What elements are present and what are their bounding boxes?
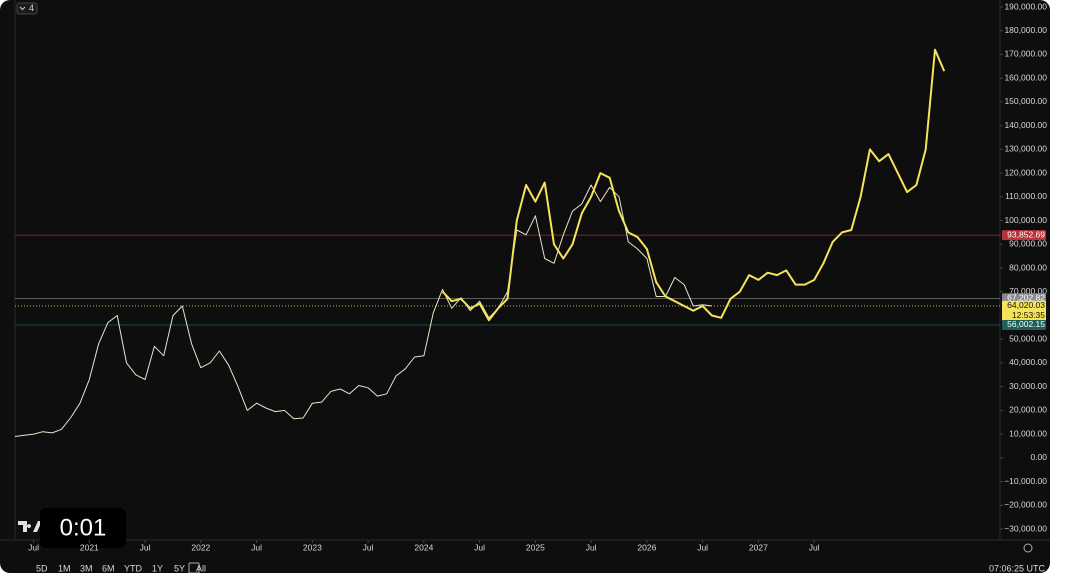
chevron (19, 6, 26, 11)
range-button[interactable]: YTD (124, 563, 143, 573)
y-tick-label: −10,000.00 (1004, 476, 1047, 486)
y-tick-label: −20,000.00 (1004, 500, 1047, 510)
x-tick-label: Jul (697, 542, 708, 552)
price-badge-label: 93,852.69 (1007, 229, 1045, 239)
calendar-icon[interactable] (188, 562, 200, 573)
x-tick-label: 2026 (637, 542, 656, 552)
x-tick-label: Jul (809, 542, 820, 552)
y-tick-label: 170,000.00 (1004, 49, 1047, 59)
price-badge (1002, 319, 1046, 330)
x-tick-label: 2023 (303, 542, 322, 552)
y-tick-label: 120,000.00 (1004, 167, 1047, 177)
countdown: 12:53:35 (1012, 310, 1045, 320)
video-time-bg (40, 508, 126, 548)
y-tick-label: 160,000.00 (1004, 72, 1047, 82)
price-badge (1002, 300, 1046, 321)
y-tick-label: −30,000.00 (1004, 523, 1047, 533)
price-badge (1002, 293, 1046, 304)
range-button[interactable]: 6M (102, 563, 115, 573)
x-tick-label: Jul (251, 542, 262, 552)
plot (14, 48, 1000, 437)
range-button[interactable]: All (196, 563, 206, 573)
interval-button[interactable] (16, 2, 38, 15)
range-button[interactable]: 1M (58, 563, 71, 573)
range-button[interactable]: 1Y (152, 563, 163, 573)
range-button[interactable]: 3M (80, 563, 93, 573)
video-time: 0:01 (60, 514, 107, 541)
price-badge-label: 67,202.82 (1007, 293, 1045, 303)
y-tick-label: 80,000.00 (1009, 262, 1047, 272)
y-tick-label: 180,000.00 (1004, 25, 1047, 35)
panel (0, 0, 1050, 573)
x-tick-label: Jul (474, 542, 485, 552)
y-tick-label: 50,000.00 (1009, 333, 1047, 343)
y-tick-label: 70,000.00 (1009, 286, 1047, 296)
y-tick-label: 0.00 (1030, 452, 1047, 462)
x-tick-label: Jul (28, 542, 39, 552)
x-tick-label: 2021 (80, 542, 99, 552)
x-tick-label: 2025 (526, 542, 545, 552)
y-tick-label: 110,000.00 (1005, 191, 1047, 201)
x-tick-label: Jul (363, 542, 374, 552)
x-tick-label: 2022 (191, 542, 210, 552)
y-tick-label: 20,000.00 (1009, 405, 1047, 415)
range-button[interactable]: 5D (36, 563, 48, 573)
price-line-series (441, 48, 946, 322)
price-badge-label: 56,002.15 (1007, 319, 1045, 329)
y-tick-label: 30,000.00 (1009, 381, 1047, 391)
x-tick-label: Jul (140, 542, 151, 552)
y-tick-label: 10,000.00 (1009, 428, 1047, 438)
price-line-series (14, 184, 712, 437)
y-tick-label: 190,000.00 (1004, 1, 1047, 11)
clock: 07:06:25 UTC (989, 563, 1046, 573)
x-tick-label: 2024 (414, 542, 433, 552)
x-tick-label: Jul (586, 542, 597, 552)
y-tick-label: 90,000.00 (1009, 239, 1047, 249)
y-tick-label: 140,000.00 (1004, 120, 1047, 130)
price-badge-label: 64,020.03 (1007, 300, 1045, 310)
range-button[interactable]: 5Y (174, 563, 185, 573)
x-tick-label: 2027 (749, 542, 768, 552)
interval: 4 (29, 3, 34, 13)
y-tick-label: 100,000.00 (1004, 215, 1047, 225)
settings-icon[interactable] (1023, 543, 1033, 553)
y-tick-label: 130,000.00 (1004, 144, 1047, 154)
logo (18, 521, 42, 532)
price-badge (1002, 230, 1046, 241)
y-tick-label: 40,000.00 (1009, 357, 1047, 367)
y-tick-label: 150,000.00 (1004, 96, 1047, 106)
